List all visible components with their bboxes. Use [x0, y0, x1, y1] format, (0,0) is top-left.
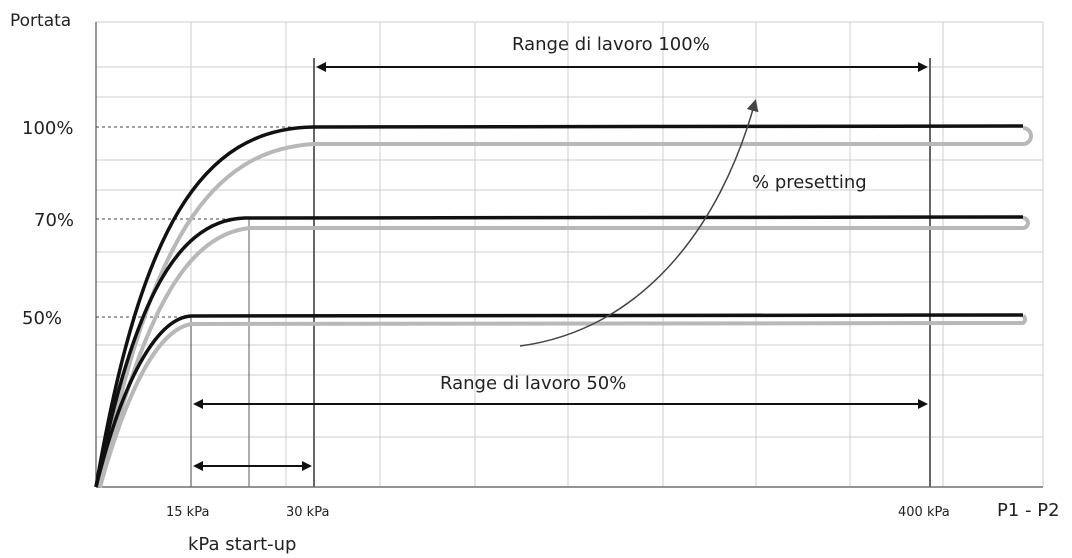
x-tick-15: 15 kPa	[166, 505, 209, 520]
curve-70-gray	[98, 216, 1030, 488]
x-tick-400: 400 kPa	[898, 505, 950, 520]
y-tick-70: 70%	[34, 210, 74, 231]
presetting-arrow	[519, 99, 759, 347]
presetting-label: % presetting	[752, 172, 867, 193]
range-100-label: Range di lavoro 100%	[512, 34, 710, 55]
grid	[96, 21, 1044, 487]
x-tick-30: 30 kPa	[286, 505, 329, 520]
curve-50-black	[94, 313, 1024, 488]
curve-50-gray	[98, 314, 1028, 488]
curve-70-black	[94, 215, 1024, 488]
startup-label: kPa start-up	[188, 534, 296, 555]
range-50-label: Range di lavoro 50%	[440, 373, 626, 394]
curve-100-gray	[98, 126, 1033, 488]
y-axis-label: Portata	[10, 11, 71, 31]
curve-100-black	[94, 124, 1024, 488]
x-axis-label: P1 - P2	[997, 500, 1060, 521]
y-tick-100: 100%	[22, 118, 73, 139]
y-tick-50: 50%	[22, 308, 62, 329]
